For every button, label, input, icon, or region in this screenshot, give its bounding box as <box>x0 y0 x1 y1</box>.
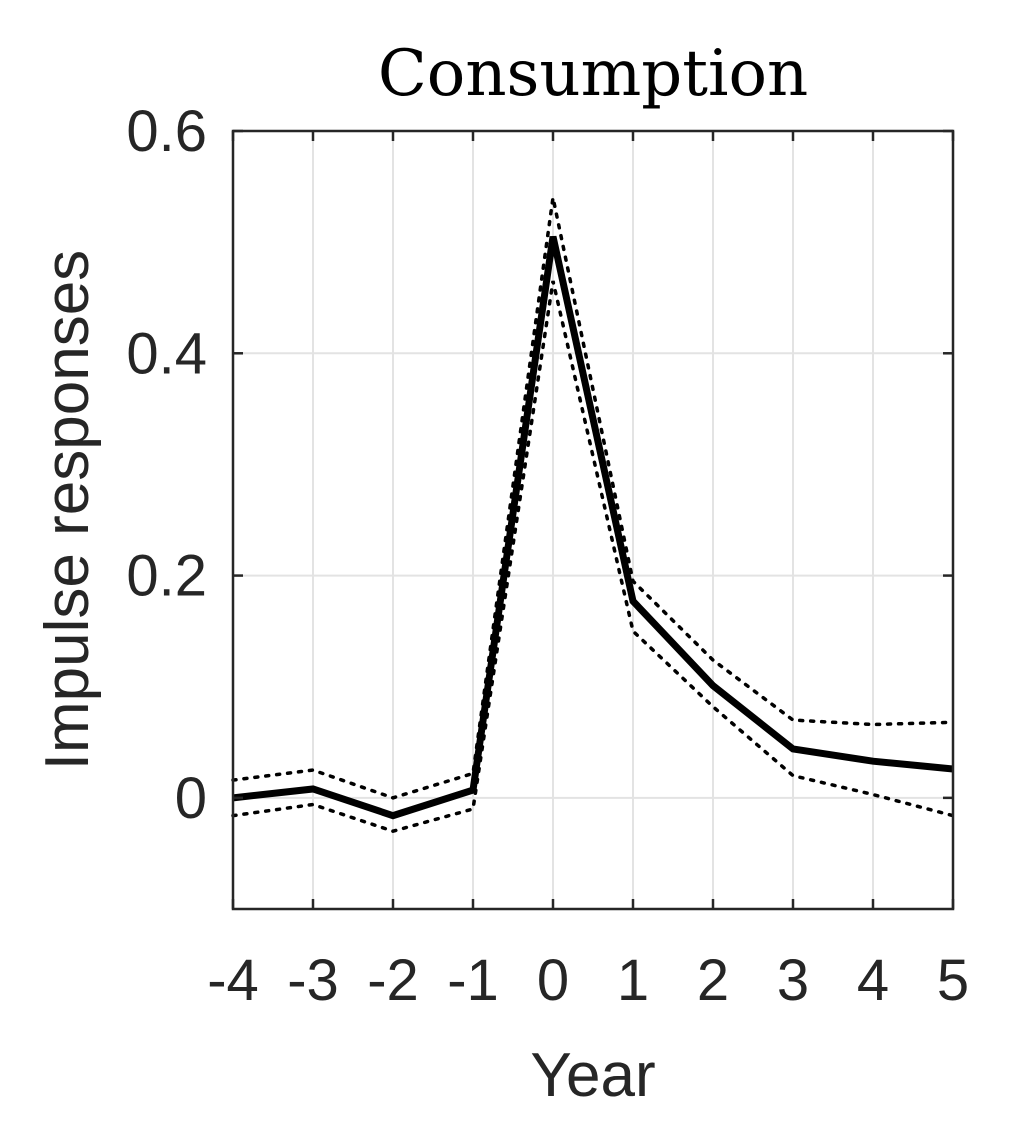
series-line-confidence-band-2 <box>231 280 955 834</box>
x-tick-label: -2 <box>367 948 419 1013</box>
y-tick-label: 0.4 <box>126 321 207 386</box>
x-tick-label: -4 <box>207 948 259 1013</box>
x-tick-label: 0 <box>537 948 569 1013</box>
chart-title: Consumption <box>378 37 808 111</box>
x-axis-label: Year <box>530 1041 655 1110</box>
x-tick-label: 2 <box>697 948 729 1013</box>
series-layer <box>231 197 955 834</box>
ticks: -4 -3 -2 -1 0 1 2 3 4 50.60.40.20 <box>126 99 969 1013</box>
x-tick-label: 4 <box>857 948 889 1013</box>
x-tick-label: -1 <box>447 948 499 1013</box>
y-tick-label: 0.6 <box>126 99 207 164</box>
series-line-point-estimate <box>232 235 954 820</box>
grid <box>232 130 954 909</box>
series-line-confidence-band-1 <box>231 197 955 800</box>
y-tick-label: 0 <box>175 766 207 831</box>
x-tick-label: 3 <box>777 948 809 1013</box>
x-tick-label: 5 <box>937 948 969 1013</box>
x-tick-label: 1 <box>617 948 649 1013</box>
y-axis-label: Impulse responses <box>33 250 102 770</box>
plot-area-frame <box>231 129 955 911</box>
x-tick-label: -3 <box>287 948 339 1013</box>
y-tick-label: 0.2 <box>126 544 207 609</box>
